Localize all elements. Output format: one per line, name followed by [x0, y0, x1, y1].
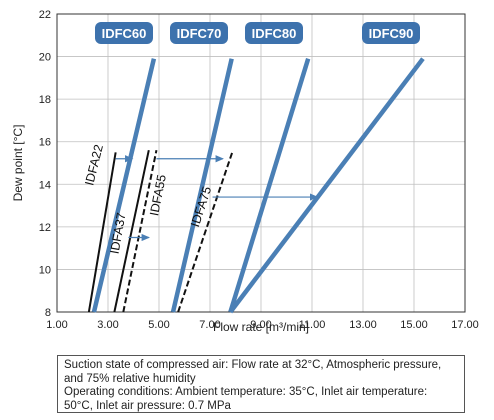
grid: [57, 14, 465, 312]
conditions-note: Suction state of compressed air: Flow ra…: [57, 355, 465, 413]
x-tick-label: 17.00: [451, 319, 479, 331]
series-label-idfa55: IDFA55: [147, 173, 169, 217]
series-label: IDFC70: [177, 26, 222, 41]
series-lines: [87, 57, 425, 314]
badge-background: [245, 22, 303, 44]
y-tick-label: 20: [39, 52, 51, 64]
series-line-idfc70: [170, 58, 234, 313]
y-tick-label: 10: [39, 264, 51, 276]
x-tick-label: 13.00: [349, 319, 377, 331]
series-line-idfc60: [91, 58, 157, 313]
badge-idfc80: IDFC80: [245, 22, 303, 44]
suction-state-text: Suction state of compressed air: Flow ra…: [64, 359, 442, 385]
x-tick-label: 9.00: [250, 319, 271, 331]
series-label: IDFC80: [252, 26, 297, 41]
badge-idfc70: IDFC70: [170, 22, 228, 44]
x-tick-label: 3.00: [97, 319, 118, 331]
x-tick-label: 11.00: [299, 319, 326, 331]
x-tick-label: 5.00: [148, 319, 169, 331]
series-line-idfa75: [177, 149, 234, 313]
y-tick-label: 16: [39, 137, 51, 149]
badge-background: [362, 22, 420, 44]
y-tick-label: 14: [39, 179, 51, 191]
x-tick-label: 7.00: [199, 319, 220, 331]
operating-conditions-text: Operating conditions: Ambient temperatur…: [64, 386, 428, 412]
x-tick-label: 15.00: [400, 319, 428, 331]
badge-idfc60: IDFC60: [95, 22, 153, 44]
series-label: IDFC60: [102, 26, 147, 41]
y-axis-ticks: 8 10 12 14 16 18 20 22: [39, 9, 51, 319]
x-tick-label: 1.00: [46, 319, 67, 331]
badge-background: [95, 22, 153, 44]
series-line-idfc90: [228, 57, 425, 314]
badge-background: [170, 22, 228, 44]
dew-point-chart: 1.00 3.00 5.00 7.00 9.00 11.00 13.00 15.00 17.00…: [11, 9, 479, 334]
series-line-idfa55: [122, 150, 158, 313]
y-tick-label: 18: [39, 94, 51, 106]
y-tick-label: 12: [39, 222, 51, 234]
x-axis-ticks: 1.00 3.00 5.00 7.00 9.00 11.00 13.00 15.00 17.00: [46, 319, 478, 331]
series-label: IDFC90: [369, 26, 414, 41]
y-axis-title: Dew point [°C]: [11, 125, 25, 202]
series-line-idfc80: [228, 58, 311, 313]
series-line-idfa22: [87, 152, 117, 313]
series-line-idfa37: [113, 150, 150, 313]
badge-idfc90: IDFC90: [362, 22, 420, 44]
y-tick-label: 22: [39, 9, 51, 21]
y-tick-label: 8: [45, 307, 51, 319]
series-label-idfa37: IDFA37: [108, 212, 129, 256]
series-label-idfa22: IDFA22: [82, 143, 106, 187]
x-axis-title: Flow rate [m³/min]: [213, 320, 309, 334]
arrows: [115, 155, 319, 242]
plot-area: [56, 13, 466, 313]
